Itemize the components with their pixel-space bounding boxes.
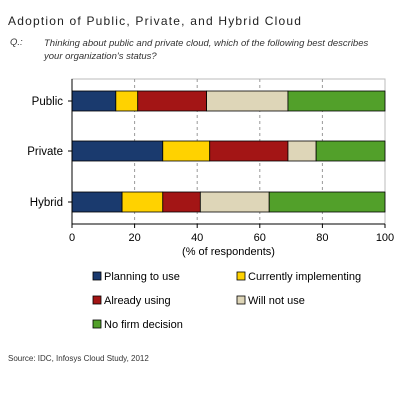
question-label: Q.: (10, 37, 23, 48)
bar-segment-public-2 (115, 90, 139, 112)
bar-segment-hybrid-2 (121, 191, 164, 213)
bar-segment-private-4 (287, 140, 317, 162)
legend-swatch (236, 295, 246, 305)
x-tick-label: 0 (69, 232, 75, 244)
bar-segment-public-3 (137, 90, 207, 112)
category-label-hybrid: Hybrid (30, 197, 63, 209)
bar-segment-public-4 (206, 90, 289, 112)
axes: 0 20 40 60 80 100 (% of respondents) Public Priv… (27, 79, 394, 258)
x-tick-label: 40 (191, 232, 203, 244)
x-tick-label: 60 (254, 232, 266, 244)
legend-swatch (92, 295, 102, 305)
bar-segment-hybrid-1 (71, 191, 123, 213)
legend-swatch (236, 271, 246, 281)
x-tick-label: 100 (376, 232, 394, 244)
legend-label: No firm decision (104, 319, 183, 331)
source-note: Source: IDC, Infosys Cloud Study, 2012 (8, 354, 149, 363)
legend-label: Will not use (248, 295, 305, 307)
bar-segment-private-2 (162, 140, 211, 162)
legend-label: Currently implementing (248, 271, 361, 283)
category-label-public: Public (32, 96, 64, 108)
x-tick-label: 80 (316, 232, 328, 244)
x-axis-label: (% of respondents) (182, 246, 275, 258)
bar-segment-private-5 (315, 140, 386, 162)
x-tick-label: 20 (128, 232, 140, 244)
bar-segment-hybrid-5 (268, 191, 386, 213)
bar-segment-public-5 (287, 90, 386, 112)
legend-label: Already using (104, 295, 171, 307)
bar-segment-private-3 (209, 140, 289, 162)
category-label-private: Private (27, 146, 63, 158)
legend: Planning to use Currently implementing Alr… (92, 271, 361, 331)
chart-title: Adoption of Public, Private, and Hybrid … (8, 14, 303, 28)
bar-segment-hybrid-4 (199, 191, 270, 213)
bar-segment-private-1 (71, 140, 164, 162)
bar-segment-hybrid-3 (162, 191, 201, 213)
question-text: Thinking about public and private cloud,… (44, 38, 369, 62)
legend-label: Planning to use (104, 271, 180, 283)
legend-swatch (92, 319, 102, 329)
bars (71, 90, 386, 213)
legend-swatch (92, 271, 102, 281)
bar-segment-public-1 (71, 90, 117, 112)
